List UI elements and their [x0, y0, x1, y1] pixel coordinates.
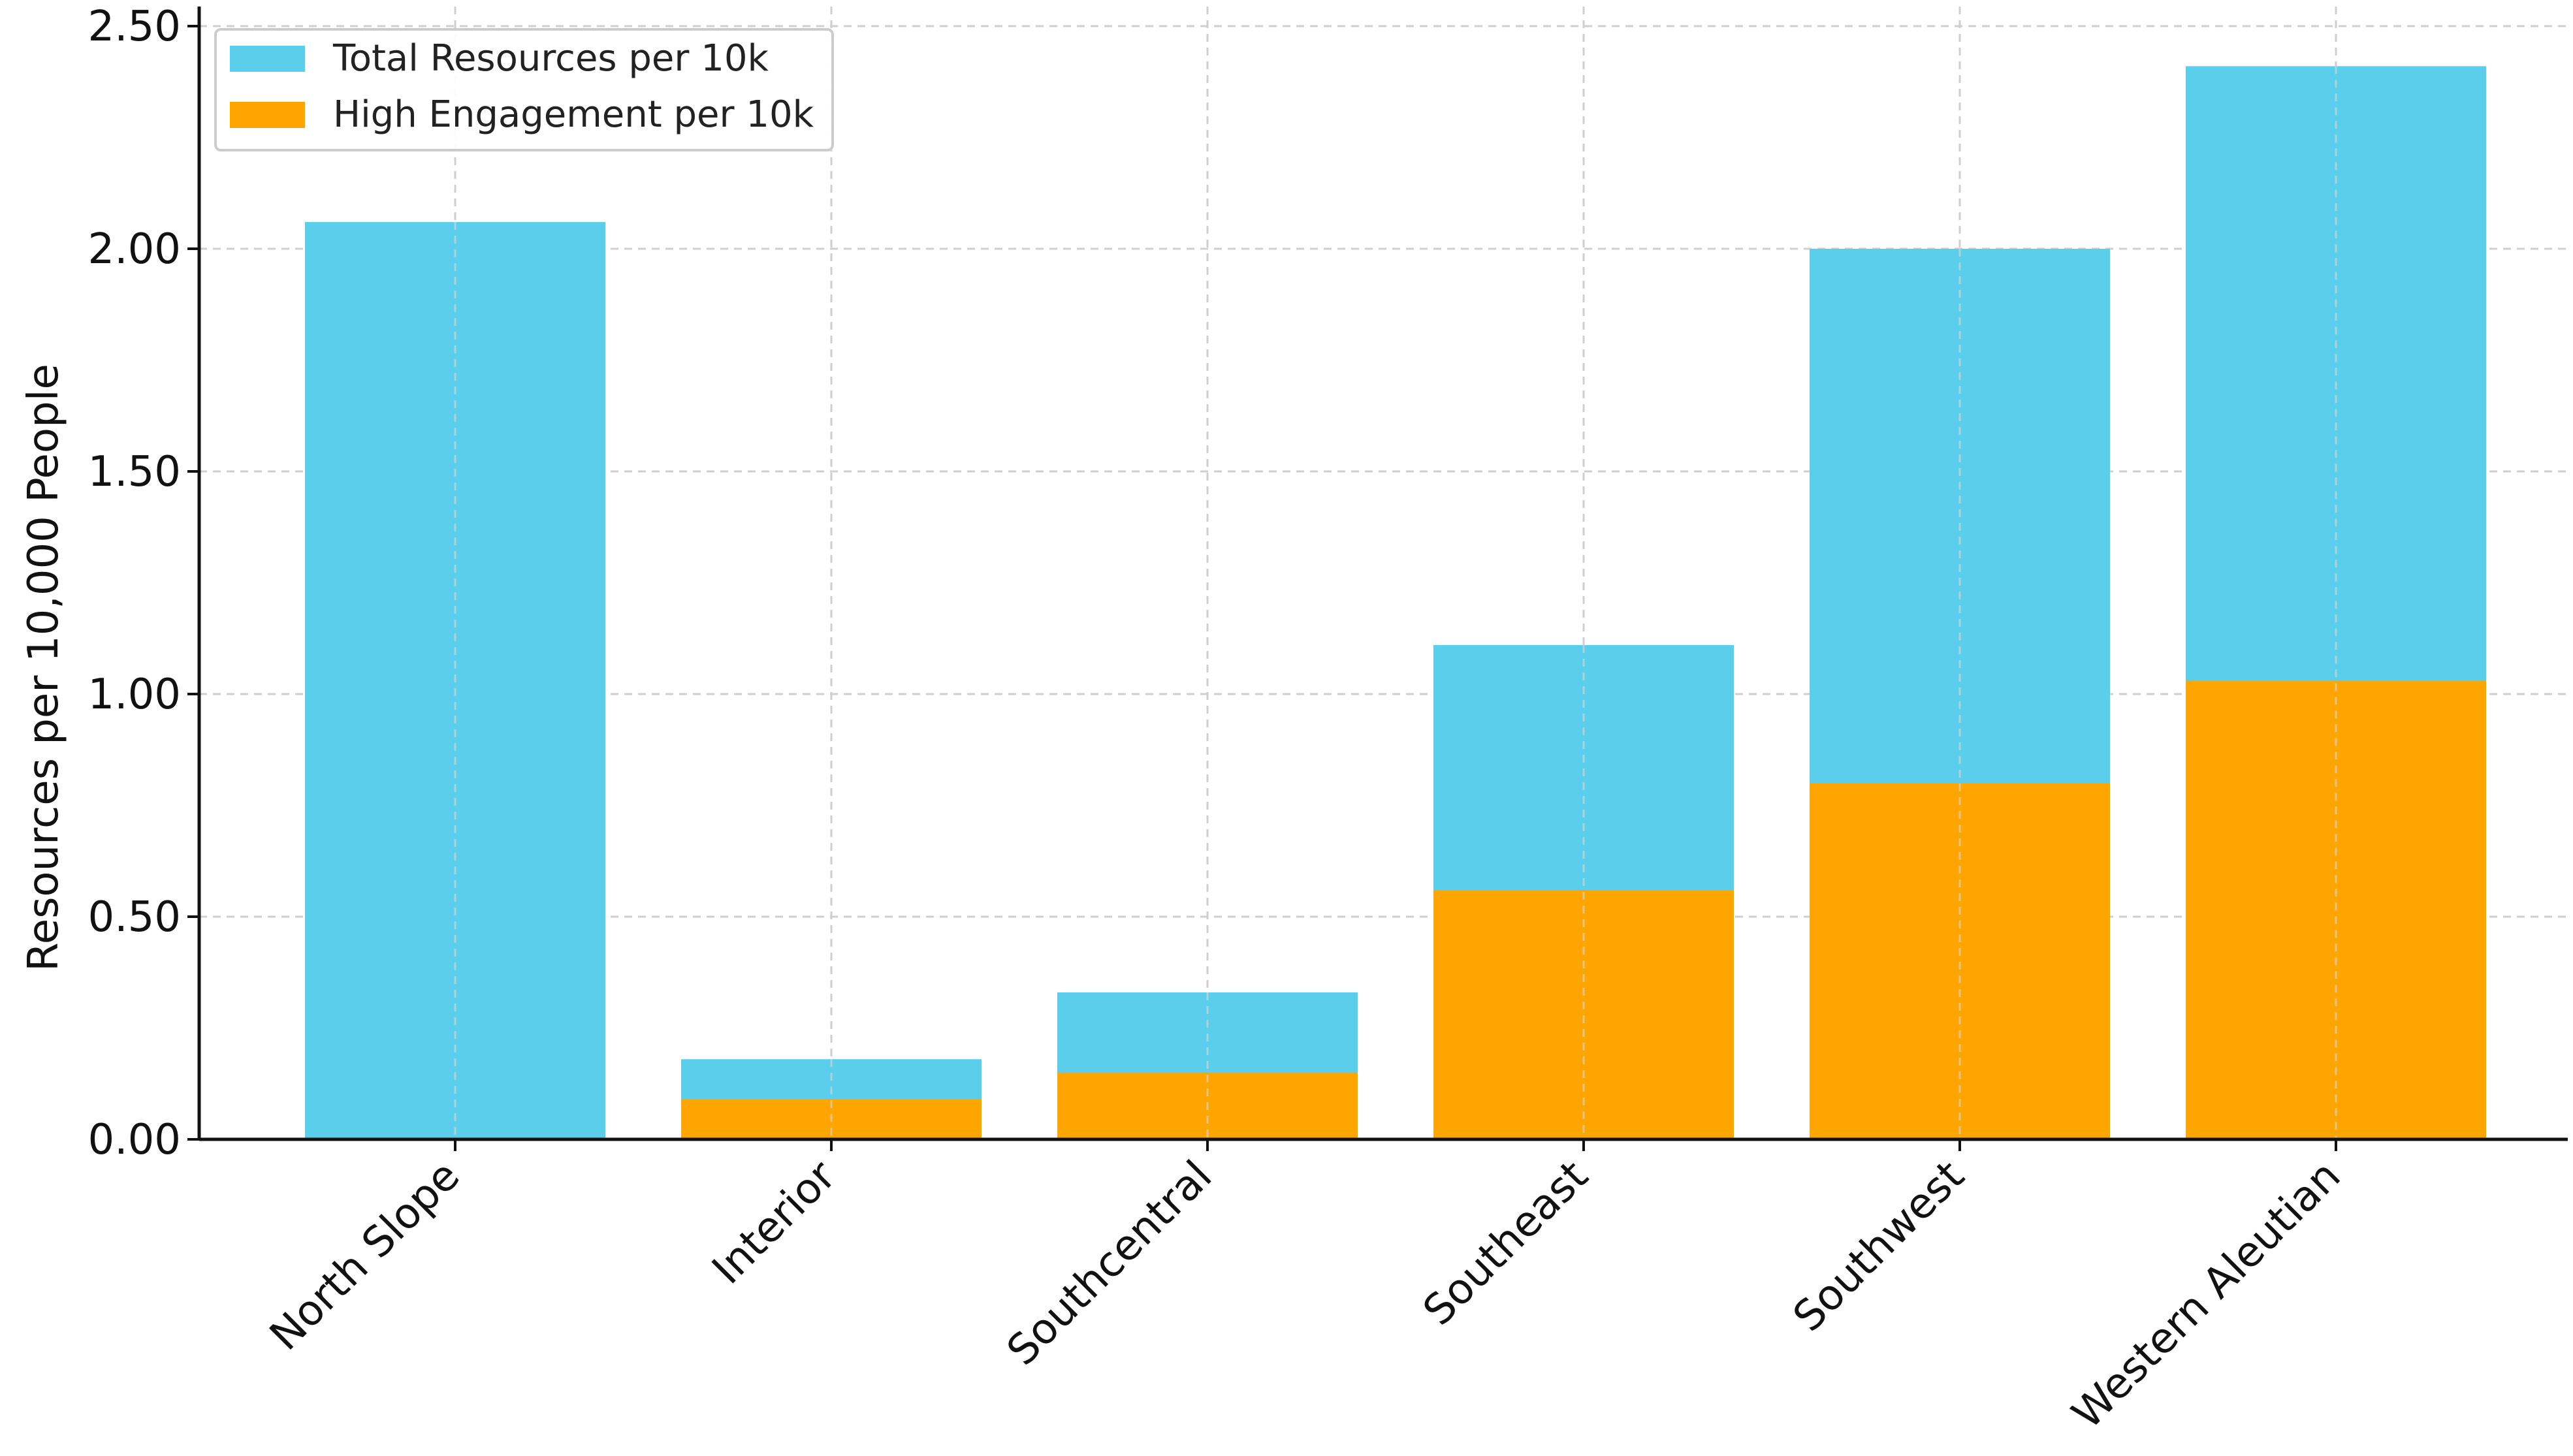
y-tick-label: 0.50 [88, 893, 182, 942]
y-tick-label: 2.50 [88, 3, 182, 51]
x-tick-label: Western Aleutian [2063, 1152, 2350, 1438]
legend-label-total: Total Resources per 10k [332, 37, 769, 80]
legend-swatch-high-engagement [230, 102, 305, 128]
x-tick-labels: North Slope Interior Southcentral Southeast… [261, 1152, 2350, 1439]
legend-swatch-total [230, 46, 305, 72]
legend: Total Resources per 10k High Engagement … [214, 28, 834, 151]
axes [187, 7, 2568, 1151]
legend-label-high-engagement: High Engagement per 10k [333, 93, 814, 136]
y-axis-label: Resources per 10,000 People [20, 364, 68, 972]
x-tick-label: Southwest [1784, 1152, 1974, 1341]
bars [305, 66, 2486, 1140]
x-tick-label: North Slope [261, 1152, 469, 1360]
y-tick-label: 2.00 [88, 225, 182, 274]
y-tick-label: 1.00 [88, 671, 182, 719]
x-tick-label: Southeast [1414, 1152, 1598, 1335]
y-tick-label: 0.00 [88, 1116, 182, 1164]
y-tick-label: 1.50 [88, 448, 182, 496]
legend-box [214, 28, 834, 151]
y-tick-labels: 0.00 0.50 1.00 1.50 2.00 2.50 [88, 3, 182, 1164]
x-tick-label: Southcentral [998, 1152, 1221, 1375]
x-tick-label: Interior [703, 1152, 846, 1294]
